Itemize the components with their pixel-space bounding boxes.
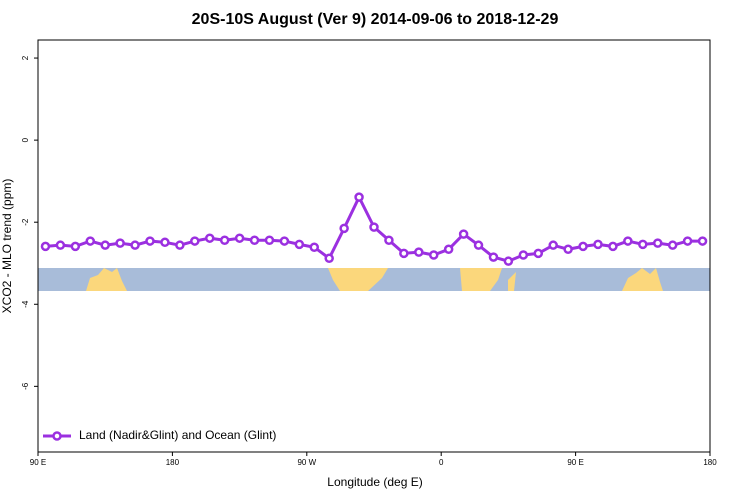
- data-point: [563, 244, 573, 255]
- data-point: [608, 241, 618, 252]
- data-point: [294, 239, 305, 250]
- data-point: [428, 250, 439, 260]
- x-tick-label: 0: [439, 458, 444, 467]
- data-point: [697, 236, 708, 246]
- legend-label: Land (Nadir&Glint) and Ocean (Glint): [79, 428, 276, 442]
- data-point: [264, 235, 275, 246]
- y-tick-label: 0: [21, 137, 30, 142]
- data-point: [100, 240, 110, 250]
- data-point: [593, 239, 603, 250]
- data-point: [503, 256, 514, 266]
- data-point: [234, 233, 245, 243]
- data-point: [309, 242, 320, 252]
- data-point: [145, 236, 155, 246]
- data-point: [339, 223, 349, 234]
- map-strip: [38, 268, 710, 291]
- x-axis-label: Longitude (deg E): [327, 475, 422, 489]
- data-point: [40, 241, 51, 252]
- x-tick-label: 180: [166, 458, 180, 467]
- data-point: [204, 233, 215, 243]
- data-point: [518, 250, 529, 260]
- data-point: [488, 252, 499, 262]
- data-point: [219, 235, 230, 246]
- data-point: [369, 222, 379, 232]
- data-point: [324, 253, 334, 264]
- data-point: [175, 240, 185, 250]
- y-tick-label: -4: [21, 300, 30, 308]
- data-point: [638, 239, 648, 250]
- data-point: [279, 236, 290, 246]
- data-point: [85, 236, 96, 246]
- x-tick-label: 90 W: [297, 458, 316, 467]
- plot-frame: [37, 39, 711, 453]
- y-tick-label: -2: [21, 218, 30, 226]
- data-point: [249, 235, 260, 246]
- y-tick-label: 2: [21, 55, 30, 60]
- data-point: [414, 247, 424, 257]
- data-point: [667, 240, 678, 250]
- chart-title: 20S-10S August (Ver 9) 2014-09-06 to 201…: [192, 11, 559, 28]
- land: [86, 268, 127, 291]
- data-point: [548, 240, 558, 250]
- data-point: [399, 248, 409, 259]
- land: [622, 268, 663, 291]
- data-point: [533, 248, 544, 259]
- data-point: [115, 238, 125, 248]
- data-point: [623, 236, 633, 246]
- data-point: [354, 192, 364, 202]
- y-tick-label: -6: [21, 382, 30, 390]
- y-axis-label: XCO2 - MLO trend (ppm): [0, 179, 14, 314]
- data-point: [160, 237, 170, 248]
- x-tick-label: 90 E: [567, 458, 583, 467]
- land: [328, 268, 388, 291]
- legend-marker: [52, 431, 62, 441]
- data-point: [384, 235, 394, 246]
- data-point: [578, 241, 588, 252]
- data-point: [443, 244, 454, 255]
- data-point: [70, 241, 81, 252]
- data-point: [652, 238, 663, 248]
- data-point: [473, 240, 484, 250]
- x-tick-label: 180: [703, 458, 717, 467]
- data-point: [682, 236, 693, 246]
- data-point: [130, 240, 140, 250]
- data-point: [190, 236, 200, 246]
- land: [460, 268, 516, 291]
- data-point: [55, 240, 66, 250]
- data-point: [458, 229, 469, 239]
- x-tick-label: 90 E: [30, 458, 46, 467]
